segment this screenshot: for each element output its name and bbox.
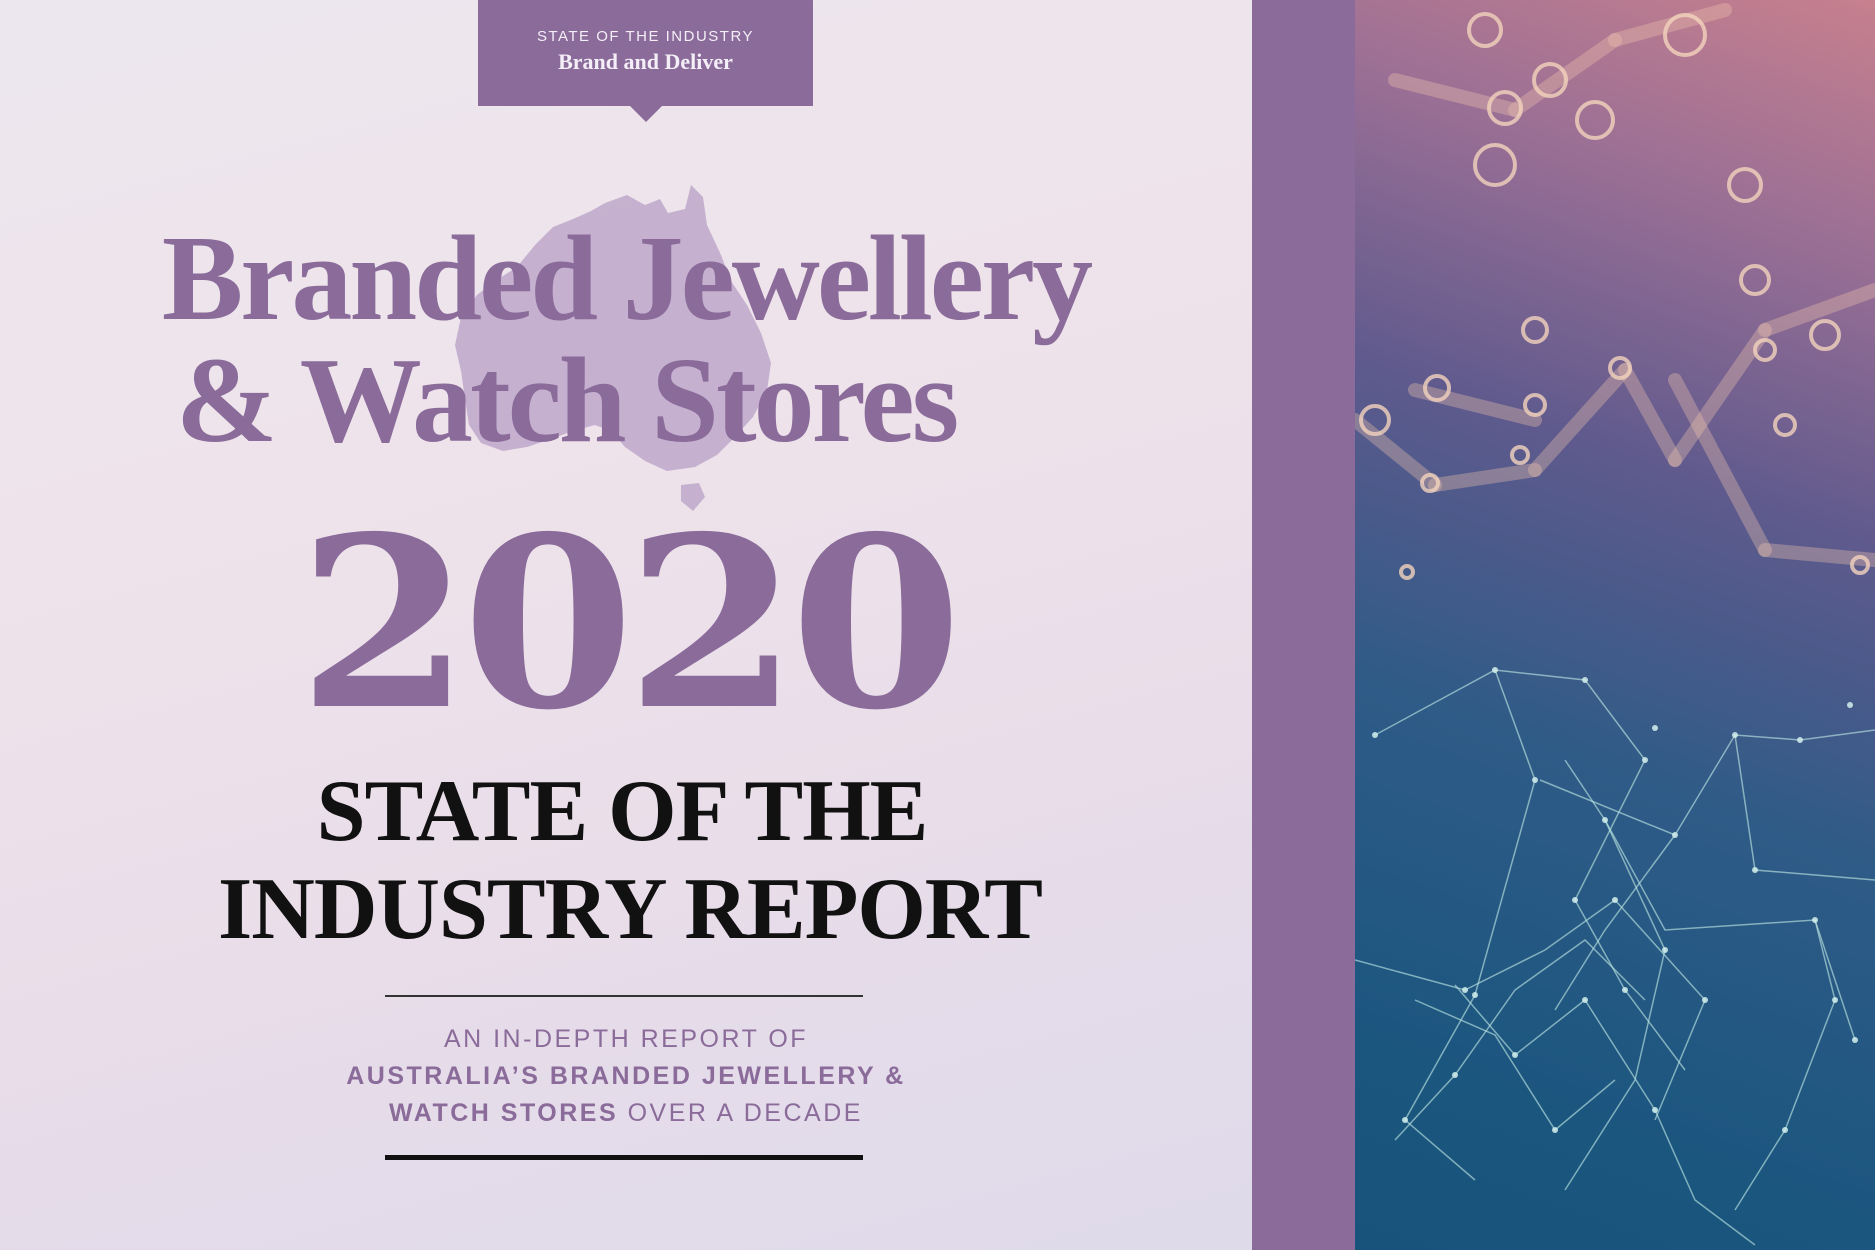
subtitle-line-2: AUSTRALIA’S BRANDED JEWELLERY & xyxy=(0,1064,1252,1089)
subtitle-line-3: WATCH STORES OVER A DECADE xyxy=(0,1101,1252,1126)
subtitle-line-3-bold: WATCH STORES xyxy=(389,1099,619,1127)
network-image-panel xyxy=(1355,0,1875,1250)
divider-bottom xyxy=(385,1155,863,1160)
subtitle-line-3-rest: OVER A DECADE xyxy=(618,1099,863,1127)
report-cover-panel: STATE OF THE INDUSTRY Brand and Deliver … xyxy=(0,0,1252,1250)
headline-line-2: & Watch Stores xyxy=(175,333,959,468)
report-year: 2020 xyxy=(297,484,962,762)
accent-stripe xyxy=(1252,0,1355,1250)
report-title-line-1: STATE OF THE xyxy=(316,763,929,860)
headline-line-1: Branded Jewellery xyxy=(161,211,1093,346)
tag-title: Brand and Deliver xyxy=(558,49,733,74)
tag-kicker: STATE OF THE INDUSTRY xyxy=(536,28,755,45)
report-title-line-2: INDUSTRY REPORT xyxy=(218,861,1043,958)
subtitle-line-2-bold: AUSTRALIA’S BRANDED JEWELLERY & xyxy=(346,1062,906,1090)
subtitle-line-1: AN IN-DEPTH REPORT OF xyxy=(443,1025,809,1053)
network-nodes-icon xyxy=(1355,3,1875,1246)
australia-map-icon xyxy=(455,185,771,511)
divider-top xyxy=(385,995,863,997)
section-tag: STATE OF THE INDUSTRY Brand and Deliver xyxy=(478,0,813,122)
